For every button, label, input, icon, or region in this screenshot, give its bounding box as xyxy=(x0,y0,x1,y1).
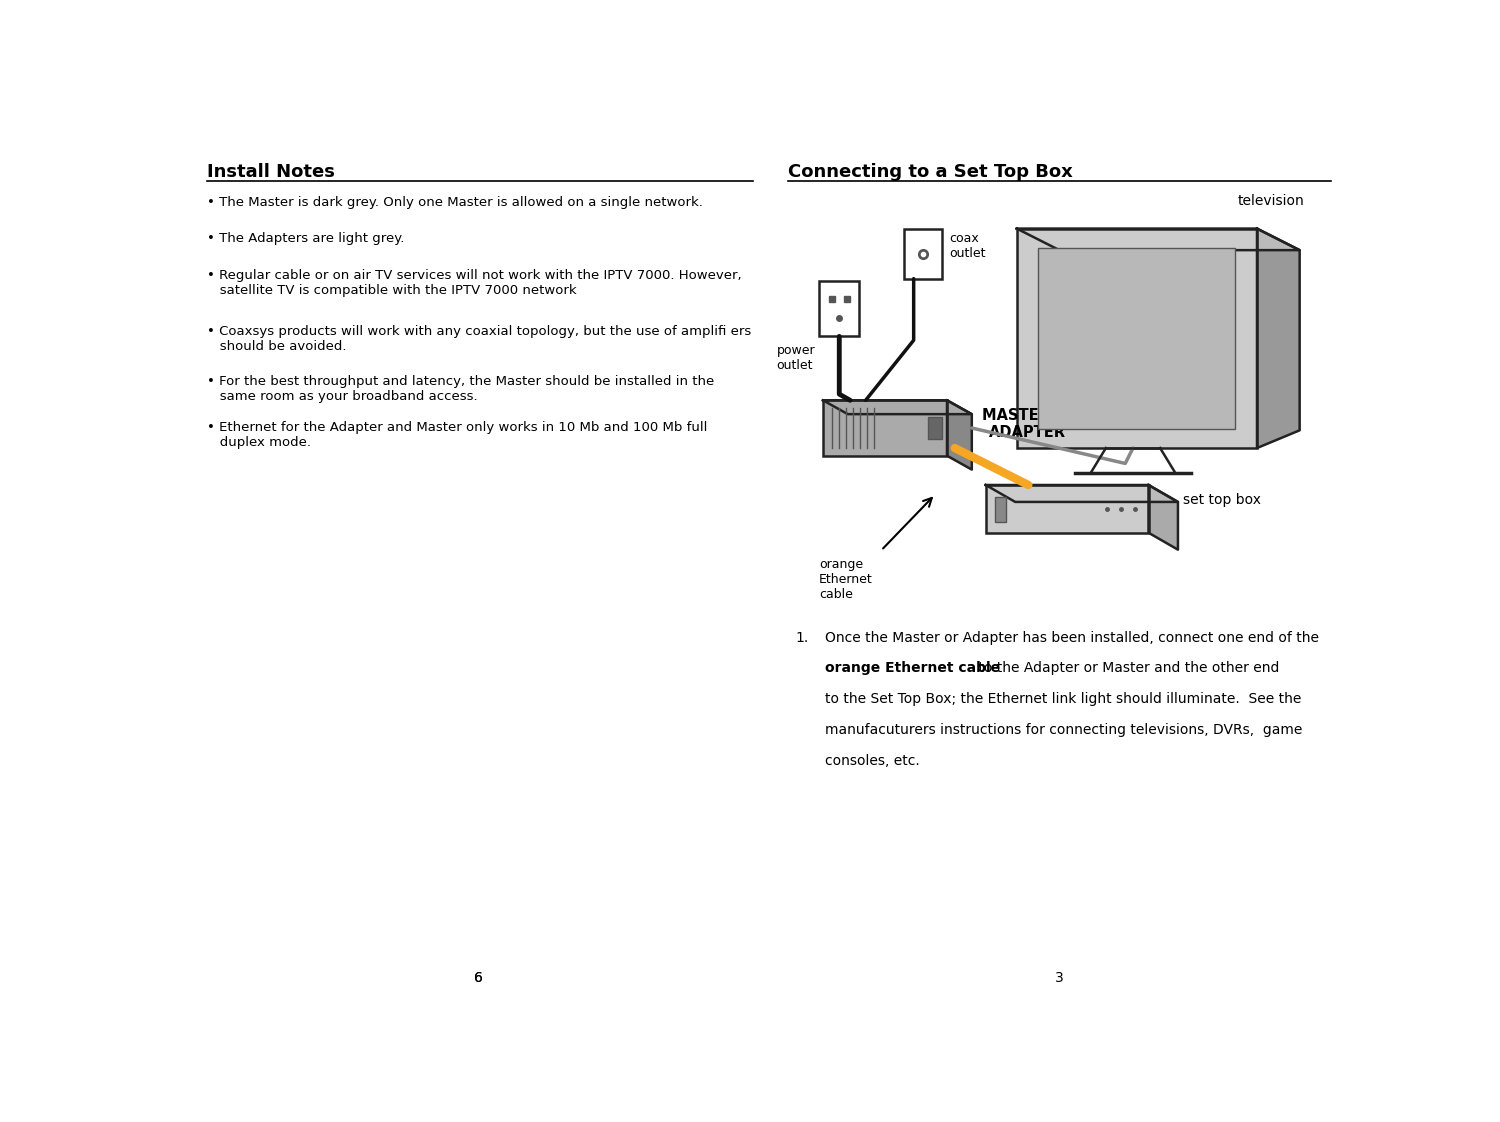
Text: 1.: 1. xyxy=(796,631,808,644)
FancyBboxPatch shape xyxy=(1038,248,1236,429)
Text: • Regular cable or on air TV services will not work with the IPTV 7000. However,: • Regular cable or on air TV services wi… xyxy=(207,268,741,296)
Polygon shape xyxy=(986,485,1178,502)
Text: • The Adapters are light grey.: • The Adapters are light grey. xyxy=(207,232,405,246)
FancyBboxPatch shape xyxy=(927,417,942,439)
Text: manufacuturers instructions for connecting televisions, DVRs,  game: manufacuturers instructions for connecti… xyxy=(825,723,1302,737)
FancyBboxPatch shape xyxy=(819,280,860,337)
FancyBboxPatch shape xyxy=(994,497,1006,522)
FancyBboxPatch shape xyxy=(904,229,942,278)
Text: • Coaxsys products will work with any coaxial topology, but the use of ampliﬁ er: • Coaxsys products will work with any co… xyxy=(207,325,752,352)
Text: coax
outlet: coax outlet xyxy=(950,232,986,260)
Text: 6: 6 xyxy=(474,971,483,985)
Polygon shape xyxy=(824,401,972,414)
FancyBboxPatch shape xyxy=(824,401,946,456)
Text: MASTER or
ADAPTER: MASTER or ADAPTER xyxy=(982,408,1072,440)
FancyBboxPatch shape xyxy=(1017,229,1257,448)
Text: • Ethernet for the Adapter and Master only works in 10 Mb and 100 Mb full
   dup: • Ethernet for the Adapter and Master on… xyxy=(207,421,708,449)
Text: Install Notes: Install Notes xyxy=(207,163,334,181)
Text: consoles, etc.: consoles, etc. xyxy=(825,754,920,767)
Polygon shape xyxy=(1257,229,1299,448)
Text: orange Ethernet cable: orange Ethernet cable xyxy=(825,661,1001,675)
Text: to the Adapter or Master and the other end: to the Adapter or Master and the other e… xyxy=(974,661,1280,675)
Polygon shape xyxy=(1149,485,1178,550)
Text: television: television xyxy=(1238,194,1305,208)
Text: power
outlet: power outlet xyxy=(777,344,814,373)
Text: to the Set Top Box; the Ethernet link light should illuminate.  See the: to the Set Top Box; the Ethernet link li… xyxy=(825,692,1302,706)
Text: • For the best throughput and latency, the Master should be installed in the
   : • For the best throughput and latency, t… xyxy=(207,375,714,403)
Text: orange
Ethernet
cable: orange Ethernet cable xyxy=(819,558,873,601)
Text: set top box: set top box xyxy=(1184,493,1262,507)
FancyBboxPatch shape xyxy=(986,485,1149,533)
Text: Once the Master or Adapter has been installed, connect one end of the: Once the Master or Adapter has been inst… xyxy=(825,631,1320,644)
Text: • The Master is dark grey. Only one Master is allowed on a single network.: • The Master is dark grey. Only one Mast… xyxy=(207,196,702,209)
Text: 3: 3 xyxy=(1054,971,1064,985)
Text: 6: 6 xyxy=(474,971,483,985)
Polygon shape xyxy=(946,401,972,470)
Polygon shape xyxy=(1017,229,1299,250)
Text: Connecting to a Set Top Box: Connecting to a Set Top Box xyxy=(788,163,1072,181)
